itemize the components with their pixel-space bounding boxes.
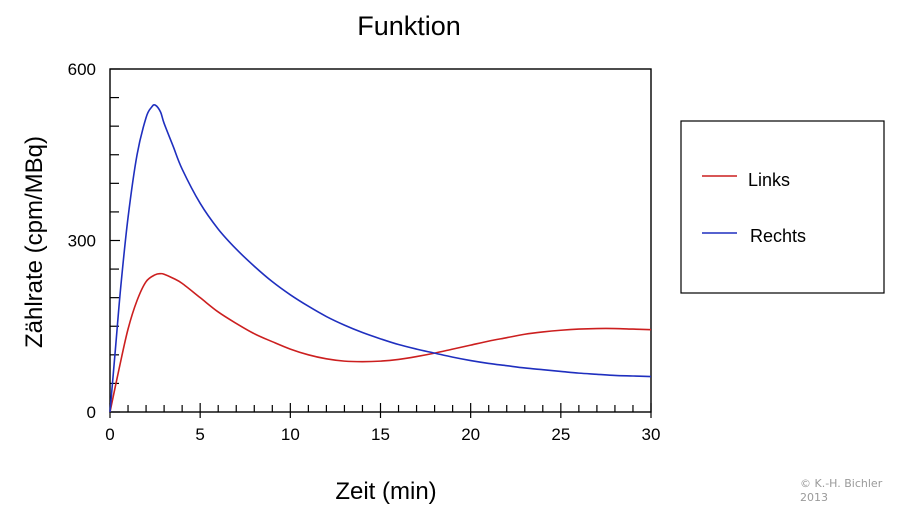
x-tick-label: 0: [105, 425, 114, 444]
x-axis-label: Zeit (min): [335, 478, 436, 505]
x-axis-ticks: 0 5 10 15 20 25 30: [105, 403, 660, 444]
copyright-line-1: © K.-H. Bichler: [800, 477, 883, 490]
x-tick-label: 30: [642, 425, 661, 444]
series-line-rechts: [109, 103, 652, 413]
y-tick-label: 600: [68, 60, 96, 79]
x-tick-label: 10: [281, 425, 300, 444]
legend-label-links: Links: [748, 170, 790, 190]
y-tick-label: 300: [68, 232, 96, 251]
y-axis-ticks: 0 300 600: [68, 60, 120, 422]
y-tick-label: 0: [87, 403, 96, 422]
x-tick-label: 20: [461, 425, 480, 444]
x-tick-label: 5: [195, 425, 204, 444]
legend-box: [680, 120, 885, 294]
x-tick-label: 15: [371, 425, 390, 444]
legend-label-rechts: Rechts: [750, 226, 806, 246]
chart-title: Funktion: [357, 11, 461, 41]
copyright-notice: © K.-H. Bichler 2013: [800, 477, 882, 505]
series-line-links: [109, 272, 652, 413]
series-lines: [109, 103, 652, 413]
y-axis-label: Zählrate (cpm/MBq): [21, 136, 48, 348]
copyright-line-2: 2013: [800, 491, 828, 504]
x-tick-label: 25: [551, 425, 570, 444]
legend: Links Rechts: [680, 120, 885, 294]
